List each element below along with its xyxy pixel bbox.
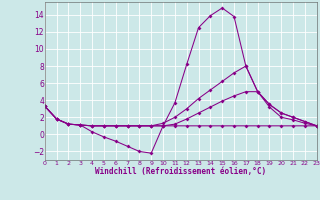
- X-axis label: Windchill (Refroidissement éolien,°C): Windchill (Refroidissement éolien,°C): [95, 167, 266, 176]
